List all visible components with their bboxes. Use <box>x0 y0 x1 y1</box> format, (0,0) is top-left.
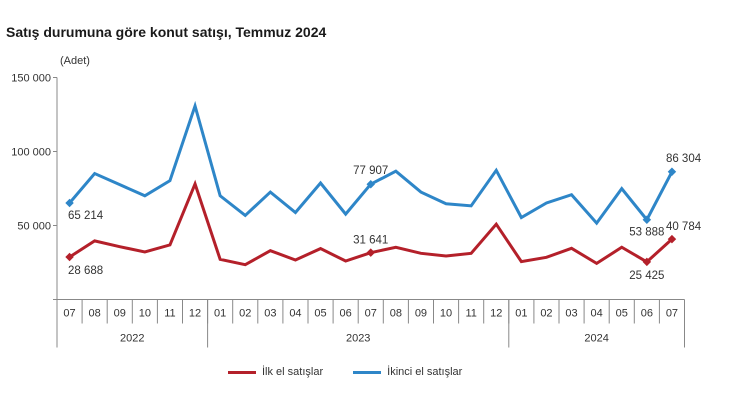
data-point-marker <box>65 198 74 208</box>
legend-label: İkinci el satışlar <box>387 366 463 378</box>
legend: İlk el satışlar İkinci el satışlar <box>228 366 462 378</box>
x-tick-label: 02 <box>540 308 552 320</box>
x-tick-label: 07 <box>63 308 75 320</box>
x-tick-label: 05 <box>314 308 326 320</box>
x-tick-label: 04 <box>289 308 301 320</box>
x-tick-label: 05 <box>616 308 628 320</box>
x-tick-label: 01 <box>515 308 527 320</box>
y-axis-unit: (Adet) <box>60 55 90 67</box>
y-tick-label: 100 000 <box>11 147 51 159</box>
year-label: 2024 <box>584 333 608 345</box>
x-tick-label: 03 <box>264 308 276 320</box>
x-tick-label: 08 <box>390 308 402 320</box>
y-tick-label: 50 000 <box>17 221 51 233</box>
legend-label: İlk el satışlar <box>262 366 324 378</box>
x-tick-label: 10 <box>440 308 452 320</box>
x-tick-label: 09 <box>415 308 427 320</box>
x-tick-label: 03 <box>565 308 577 320</box>
x-tick-label: 07 <box>666 308 678 320</box>
data-label: 86 304 <box>666 153 702 165</box>
y-tick-label: 150 000 <box>11 73 51 85</box>
x-tick-label: 09 <box>114 308 126 320</box>
x-tick-label: 11 <box>465 308 476 320</box>
x-tick-label: 06 <box>641 308 653 320</box>
x-tick-label: 02 <box>239 308 251 320</box>
data-label: 25 425 <box>629 270 664 282</box>
year-label: 2022 <box>120 333 144 345</box>
data-label: 53 888 <box>629 227 664 239</box>
x-tick-label: 06 <box>340 308 352 320</box>
legend-swatch <box>353 370 382 374</box>
x-tick-label: 01 <box>214 308 226 320</box>
chart-title: Satış durumuna göre konut satışı, Temmuz… <box>6 24 327 40</box>
data-label: 77 907 <box>353 165 388 177</box>
x-tick-label: 08 <box>89 308 101 320</box>
data-label: 40 784 <box>666 221 702 233</box>
x-tick-label: 07 <box>365 308 377 320</box>
x-tick-label: 04 <box>591 308 603 320</box>
legend-item: İkinci el satışlar <box>353 366 462 378</box>
year-label: 2023 <box>346 333 370 345</box>
legend-swatch <box>228 370 256 374</box>
x-tick-label: 11 <box>164 308 175 320</box>
data-label: 65 214 <box>68 210 104 222</box>
x-tick-label: 10 <box>139 308 151 320</box>
legend-item: İlk el satışlar <box>228 366 323 378</box>
x-tick-label: 12 <box>490 308 502 320</box>
data-label: 31 641 <box>353 235 388 247</box>
data-point-marker <box>366 179 375 189</box>
data-point-marker <box>366 248 375 257</box>
data-label: 28 688 <box>68 265 103 277</box>
data-point-marker <box>642 257 652 267</box>
x-tick-label: 12 <box>189 308 201 320</box>
